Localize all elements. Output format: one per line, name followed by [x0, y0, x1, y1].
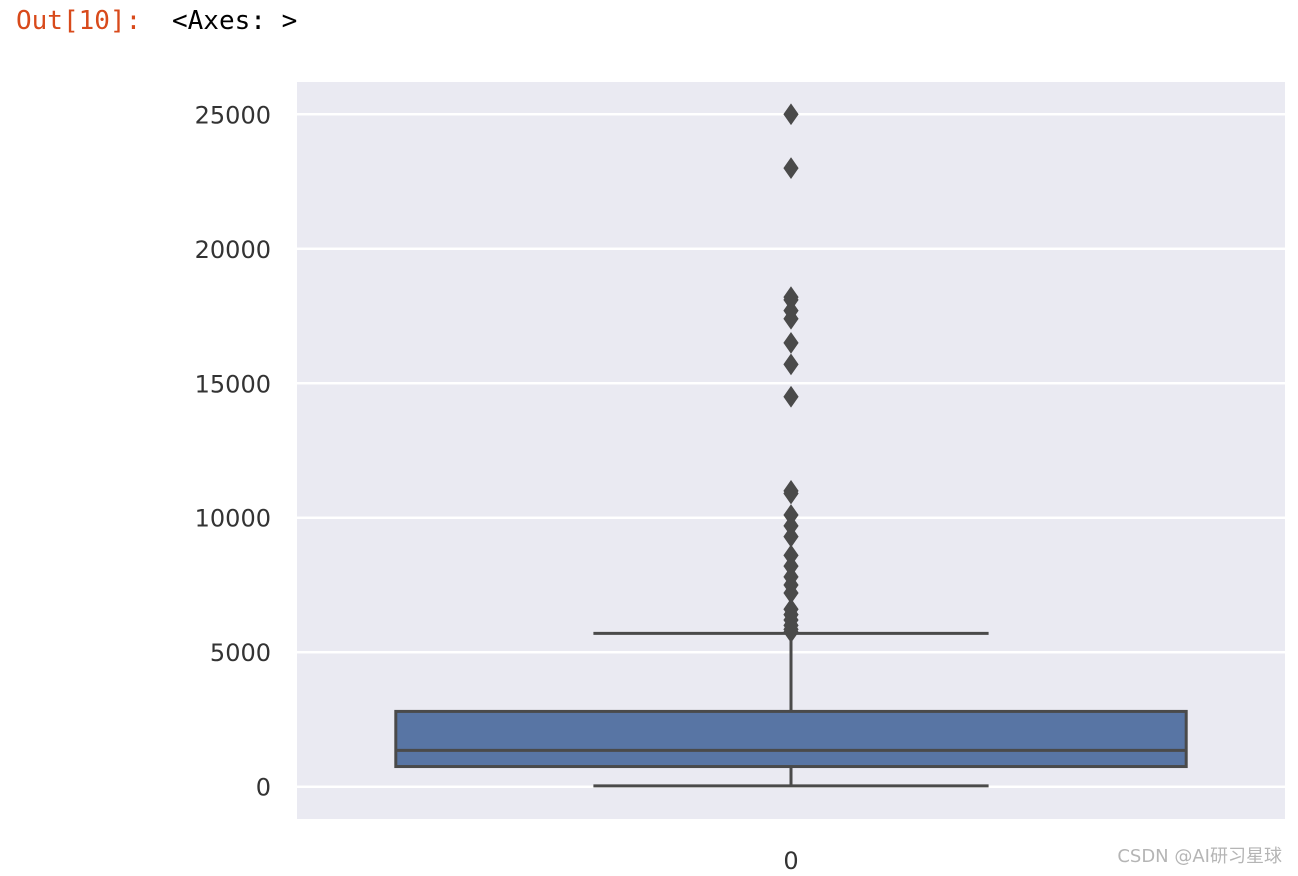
outlier-point [783, 598, 799, 621]
y-tick-label: 0 [256, 774, 271, 802]
outlier-point [783, 332, 799, 354]
output-prompt: Out[10]: [16, 6, 142, 36]
outlier-point [783, 385, 799, 408]
y-tick-label: 25000 [195, 101, 271, 129]
outlier-point [783, 157, 799, 179]
outlier-points [783, 103, 799, 643]
box-group [394, 631, 1188, 788]
outlier-point [783, 353, 799, 376]
y-tick-labels: 0 5000 10000 15000 20000 25000 [195, 101, 271, 801]
outlier-point [783, 479, 799, 502]
x-tick-label: 0 [783, 847, 798, 875]
y-tick-label: 15000 [195, 370, 271, 398]
outlier-point [783, 103, 799, 126]
x-tick-labels: 0 [783, 847, 798, 875]
watermark: CSDN @AI研习星球 [1117, 846, 1282, 867]
outlier-point [783, 544, 799, 567]
outlier-point [783, 504, 799, 526]
y-tick-label: 10000 [195, 505, 271, 533]
y-tick-label: 5000 [210, 639, 271, 667]
y-tick-label: 20000 [195, 236, 271, 264]
output-text: <Axes: > [172, 6, 298, 36]
iqr-box [394, 709, 1188, 769]
outlier-point [783, 286, 799, 309]
